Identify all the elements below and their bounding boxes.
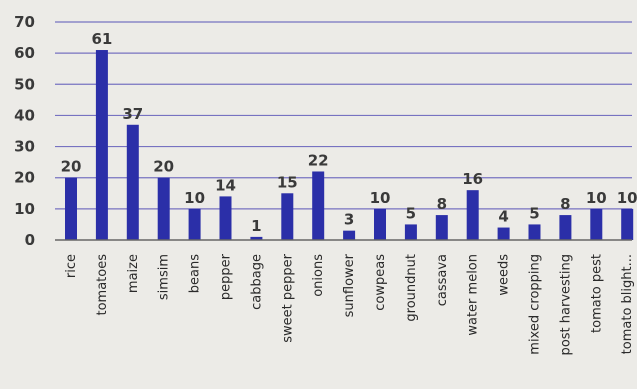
bars (65, 50, 634, 241)
data-label: 10 (370, 189, 391, 207)
data-label: 10 (586, 189, 607, 207)
x-tick-label: pepper (219, 253, 234, 300)
data-label: 10 (617, 189, 637, 207)
bar-18 (621, 208, 634, 240)
x-tick-label: simsim (157, 254, 172, 300)
bar-5 (219, 196, 232, 240)
data-label: 15 (277, 173, 298, 191)
x-tick-label: sunflower (342, 253, 357, 317)
x-tick-label: tomatoes (95, 254, 110, 316)
bar-1 (95, 50, 108, 241)
x-tick-label: sweet pepper (280, 253, 295, 342)
data-label: 14 (215, 176, 236, 194)
data-label: 3 (344, 211, 354, 229)
data-label: 1 (251, 217, 261, 235)
bar-0 (65, 177, 77, 240)
y-tick-label: 50 (14, 75, 35, 93)
bar-2 (126, 124, 139, 240)
bar-9 (343, 230, 356, 240)
x-tick-label: mixed cropping (528, 254, 543, 355)
bar-12 (435, 215, 448, 240)
y-tick-label: 30 (14, 138, 35, 156)
bar-14 (497, 227, 510, 240)
x-tick-label: post harvesting (558, 254, 573, 355)
x-axis-ticks: rice tomatoes maize simsim beans pepper cabbag… (64, 253, 635, 355)
data-labels: 20 61 37 20 10 14 1 15 22 3 10 5 8 16 4 5 8 10 10 (61, 30, 637, 235)
data-label: 10 (184, 189, 205, 207)
x-tick-label: onions (311, 254, 326, 297)
data-label: 37 (122, 105, 143, 123)
data-label: 61 (91, 30, 112, 48)
y-tick-label: 10 (14, 200, 35, 218)
bar-7 (281, 193, 294, 240)
data-label: 5 (406, 204, 416, 222)
bar-3 (157, 177, 170, 240)
data-label: 5 (529, 204, 539, 222)
data-label: 16 (462, 170, 483, 188)
y-tick-label: 60 (14, 44, 35, 62)
bar-16 (559, 215, 572, 240)
x-tick-label: groundnut (404, 254, 419, 322)
y-axis-ticks: 0 10 20 30 40 50 60 70 (14, 13, 35, 249)
x-tick-label: maize (126, 254, 141, 293)
bar-15 (528, 224, 541, 240)
data-label: 22 (308, 151, 329, 169)
x-tick-label: water melon (466, 254, 481, 336)
x-tick-label: tomato blight... (620, 254, 635, 354)
y-tick-label: 40 (14, 106, 35, 124)
data-label: 20 (153, 158, 174, 176)
bar-13 (466, 190, 479, 240)
bar-4 (188, 208, 201, 240)
x-tick-label: rice (64, 254, 79, 278)
gridlines (55, 21, 632, 210)
y-tick-label: 70 (14, 13, 35, 31)
bar-10 (374, 208, 386, 240)
bar-6 (250, 236, 263, 240)
bar-8 (312, 171, 325, 240)
y-tick-label: 0 (25, 231, 35, 249)
data-label: 20 (61, 158, 82, 176)
x-tick-label: cowpeas (373, 254, 388, 311)
data-label: 4 (498, 208, 508, 226)
x-tick-label: cabbage (249, 254, 264, 310)
x-tick-label: beans (188, 254, 203, 293)
bar-17 (590, 208, 603, 240)
bar-11 (404, 224, 417, 240)
data-label: 8 (437, 195, 447, 213)
data-label: 8 (560, 195, 570, 213)
x-tick-label: cassava (435, 254, 450, 306)
y-tick-label: 20 (14, 169, 35, 187)
x-tick-label: tomato pest (589, 254, 604, 333)
x-tick-label: weeds (497, 254, 512, 296)
